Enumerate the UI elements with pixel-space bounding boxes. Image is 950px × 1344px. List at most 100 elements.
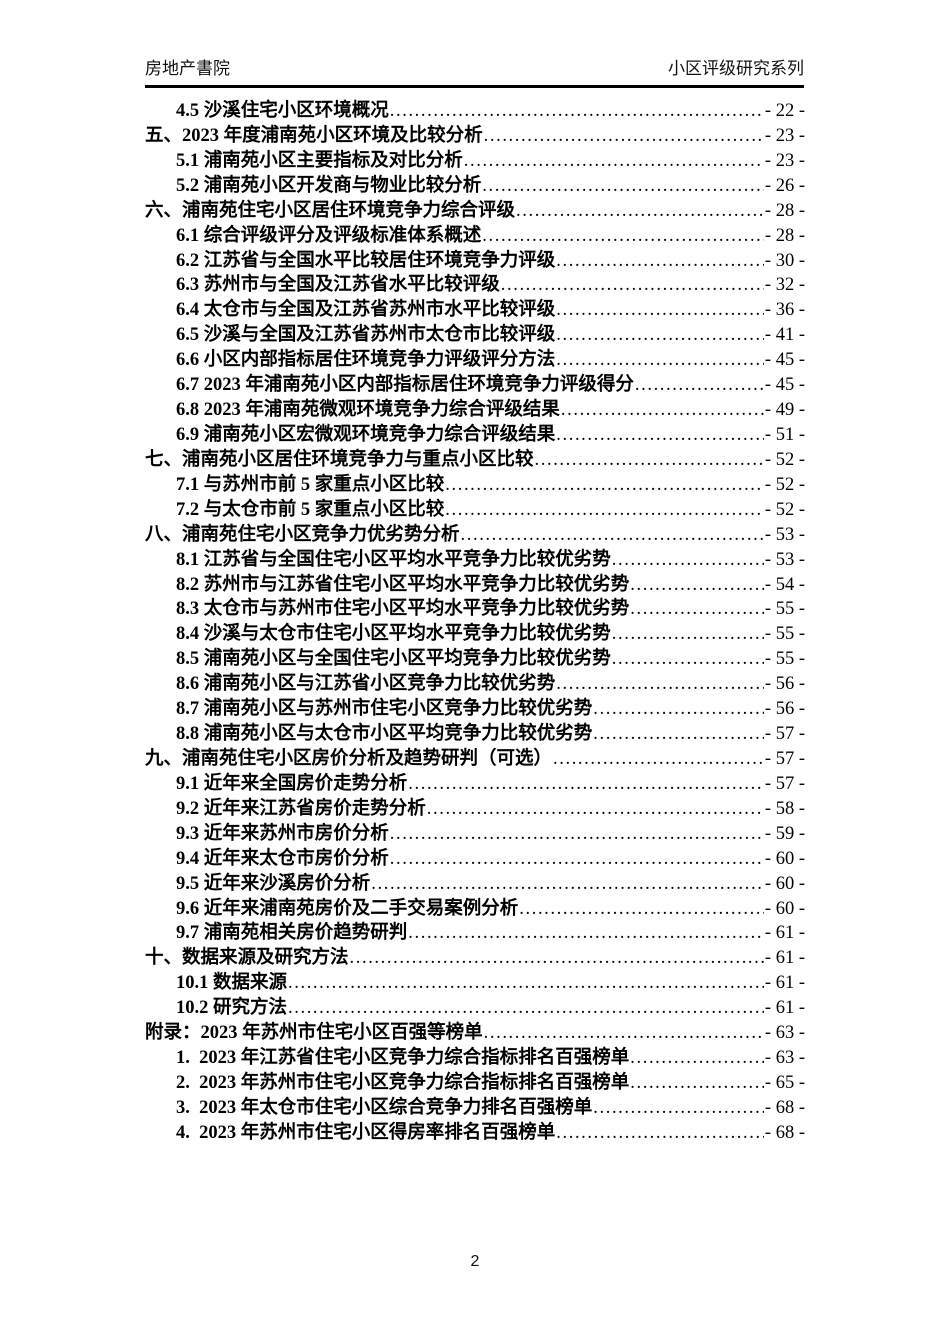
toc-entry-title: 6.6 小区内部指标居住环境竞争力评级评分方法 (176, 350, 556, 371)
toc-entry[interactable]: 1. 2023 年江苏省住宅小区竞争力综合指标排名百强榜单 - 63 - (145, 1046, 805, 1071)
toc-entry[interactable]: 9.2 近年来江苏省房价走势分析 - 58 - (145, 797, 805, 822)
toc-entry-page: - 28 - (764, 225, 805, 246)
toc-entry[interactable]: 6.2 江苏省与全国水平比较居住环境竞争力评级 - 30 - (145, 249, 805, 274)
toc-leader-dots (556, 672, 764, 697)
toc-leader-dots (482, 174, 764, 199)
toc-entry[interactable]: 4. 2023 年苏州市住宅小区得房率排名百强榜单 - 68 - (145, 1121, 805, 1146)
toc-entry-page: - 55 - (764, 649, 805, 670)
toc-entry[interactable]: 8.2 苏州市与江苏省住宅小区平均水平竞争力比较优劣势 - 54 - (145, 573, 805, 598)
toc-entry[interactable]: 4.5 沙溪住宅小区环境概况 - 22 - (145, 99, 805, 124)
toc-entry-page: - 57 - (764, 773, 805, 794)
toc-entry-page: - 32 - (764, 275, 805, 296)
toc-entry[interactable]: 8.4 沙溪与太仓市住宅小区平均水平竞争力比较优劣势 - 55 - (145, 622, 805, 647)
toc-entry-page: - 23 - (764, 150, 805, 171)
toc-entry-page: - 57 - (764, 724, 805, 745)
table-of-contents: 4.5 沙溪住宅小区环境概况 - 22 - 五、2023 年度浦南苑小区环境及比… (145, 99, 805, 1146)
page-header: 房地产書院 小区评级研究系列 (145, 58, 804, 88)
toc-leader-dots (561, 398, 764, 423)
toc-leader-dots (390, 822, 764, 847)
toc-entry-page: - 65 - (764, 1072, 805, 1093)
toc-entry-page: - 49 - (764, 400, 805, 421)
toc-entry-title: 9.1 近年来全国房价走势分析 (176, 773, 408, 794)
toc-leader-dots (288, 971, 764, 996)
toc-leader-dots (593, 1096, 764, 1121)
toc-entry[interactable]: 3. 2023 年太仓市住宅小区综合竞争力排名百强榜单 - 68 - (145, 1096, 805, 1121)
toc-entry-page: - 57 - (764, 748, 805, 769)
toc-entry[interactable]: 6.1 综合评级评分及评级标准体系概述 - 28 - (145, 224, 805, 249)
toc-entry-title: 8.1 江苏省与全国住宅小区平均水平竞争力比较优劣势 (176, 549, 611, 570)
toc-entry[interactable]: 6.4 太仓市与全国及江苏省苏州市水平比较评级 - 36 - (145, 298, 805, 323)
toc-entry[interactable]: 六、浦南苑住宅小区居住环境竞争力综合评级 - 28 - (145, 199, 805, 224)
toc-entry[interactable]: 8.6 浦南苑小区与江苏省小区竞争力比较优劣势 - 56 - (145, 672, 805, 697)
toc-entry-page: - 58 - (764, 798, 805, 819)
footer-page-number: 2 (470, 1253, 480, 1270)
toc-entry-page: - 56 - (764, 699, 805, 720)
toc-entry[interactable]: 8.3 太仓市与苏州市住宅小区平均水平竞争力比较优劣势 - 55 - (145, 597, 805, 622)
toc-leader-dots (635, 373, 764, 398)
toc-entry-page: - 30 - (764, 250, 805, 271)
toc-entry[interactable]: 附录：2023 年苏州市住宅小区百强等榜单 - 63 - (145, 1021, 805, 1046)
toc-entry-title: 9.2 近年来江苏省房价走势分析 (176, 798, 426, 819)
toc-entry-page: - 54 - (764, 574, 805, 595)
toc-entry[interactable]: 七、浦南苑小区居住环境竞争力与重点小区比较 - 52 - (145, 448, 805, 473)
toc-entry-title: 6.5 沙溪与全国及江苏省苏州市太仓市比较评级 (176, 325, 556, 346)
toc-entry-title: 七、浦南苑小区居住环境竞争力与重点小区比较 (145, 449, 534, 470)
toc-entry[interactable]: 8.5 浦南苑小区与全国住宅小区平均竞争力比较优劣势 - 55 - (145, 647, 805, 672)
toc-entry-title: 9.7 浦南苑相关房价趋势研判 (176, 923, 408, 944)
toc-entry-title: 6.2 江苏省与全国水平比较居住环境竞争力评级 (176, 250, 556, 271)
toc-leader-dots (556, 249, 764, 274)
toc-leader-dots (484, 124, 764, 149)
toc-entry[interactable]: 9.4 近年来太仓市房价分析 - 60 - (145, 847, 805, 872)
toc-entry-page: - 63 - (764, 1023, 805, 1044)
toc-leader-dots (445, 498, 764, 523)
toc-entry-page: - 60 - (764, 873, 805, 894)
toc-entry[interactable]: 十、数据来源及研究方法 - 61 - (145, 946, 805, 971)
toc-entry[interactable]: 八、浦南苑住宅小区竞争力优劣势分析 - 53 - (145, 523, 805, 548)
toc-entry[interactable]: 5.2 浦南苑小区开发商与物业比较分析 - 26 - (145, 174, 805, 199)
toc-entry[interactable]: 10.2 研究方法 - 61 - (145, 996, 805, 1021)
toc-entry[interactable]: 6.6 小区内部指标居住环境竞争力评级评分方法 - 45 - (145, 348, 805, 373)
toc-leader-dots (630, 573, 764, 598)
toc-entry-page: - 41 - (764, 325, 805, 346)
toc-entry-title: 8.5 浦南苑小区与全国住宅小区平均竞争力比较优劣势 (176, 649, 611, 670)
toc-entry[interactable]: 5.1 浦南苑小区主要指标及对比分析 - 23 - (145, 149, 805, 174)
toc-entry[interactable]: 7.2 与太仓市前 5 家重点小区比较 - 52 - (145, 498, 805, 523)
header-left-text: 房地产書院 (145, 59, 230, 78)
toc-entry-page: - 55 - (764, 599, 805, 620)
toc-entry-title: 6.9 浦南苑小区宏微观环境竞争力综合评级结果 (176, 424, 556, 445)
toc-entry[interactable]: 7.1 与苏州市前 5 家重点小区比较 - 52 - (145, 473, 805, 498)
toc-entry-title: 6.3 苏州市与全国及江苏省水平比较评级 (176, 275, 500, 296)
toc-entry[interactable]: 9.1 近年来全国房价走势分析 - 57 - (145, 772, 805, 797)
toc-entry-title: 5.2 浦南苑小区开发商与物业比较分析 (176, 175, 482, 196)
page-footer: 2 (0, 1253, 950, 1271)
toc-entry-title: 8.4 沙溪与太仓市住宅小区平均水平竞争力比较优劣势 (176, 624, 611, 645)
toc-entry[interactable]: 9.7 浦南苑相关房价趋势研判 - 61 - (145, 921, 805, 946)
toc-entry-title: 十、数据来源及研究方法 (145, 948, 349, 969)
toc-entry[interactable]: 9.6 近年来浦南苑房价及二手交易案例分析 - 60 - (145, 897, 805, 922)
toc-entry[interactable]: 8.8 浦南苑小区与太仓市小区平均竞争力比较优劣势 - 57 - (145, 722, 805, 747)
toc-entry-page: - 36 - (764, 300, 805, 321)
toc-entry-title: 9.5 近年来沙溪房价分析 (176, 873, 371, 894)
toc-entry-title: 7.1 与苏州市前 5 家重点小区比较 (176, 474, 445, 495)
toc-leader-dots (461, 523, 764, 548)
toc-entry[interactable]: 九、浦南苑住宅小区房价分析及趋势研判（可选） - 57 - (145, 747, 805, 772)
toc-entry[interactable]: 6.9 浦南苑小区宏微观环境竞争力综合评级结果 - 51 - (145, 423, 805, 448)
toc-entry-title: 1. 2023 年江苏省住宅小区竞争力综合指标排名百强榜单 (176, 1048, 630, 1069)
toc-entry-title: 6.8 2023 年浦南苑微观环境竞争力综合评级结果 (176, 400, 560, 421)
toc-leader-dots (593, 722, 764, 747)
header-right-text: 小区评级研究系列 (668, 59, 804, 78)
toc-entry[interactable]: 6.3 苏州市与全国及江苏省水平比较评级 - 32 - (145, 273, 805, 298)
toc-entry[interactable]: 8.1 江苏省与全国住宅小区平均水平竞争力比较优劣势 - 53 - (145, 548, 805, 573)
toc-leader-dots (556, 323, 764, 348)
toc-entry[interactable]: 9.5 近年来沙溪房价分析 - 60 - (145, 872, 805, 897)
toc-leader-dots (427, 797, 764, 822)
toc-entry[interactable]: 8.7 浦南苑小区与苏州市住宅小区竞争力比较优劣势 - 56 - (145, 697, 805, 722)
toc-entry[interactable]: 9.3 近年来苏州市房价分析 - 59 - (145, 822, 805, 847)
toc-entry[interactable]: 10.1 数据来源 - 61 - (145, 971, 805, 996)
toc-entry[interactable]: 6.5 沙溪与全国及江苏省苏州市太仓市比较评级 - 41 - (145, 323, 805, 348)
toc-entry[interactable]: 2. 2023 年苏州市住宅小区竞争力综合指标排名百强榜单 - 65 - (145, 1071, 805, 1096)
toc-entry[interactable]: 五、2023 年度浦南苑小区环境及比较分析 - 23 - (145, 124, 805, 149)
toc-entry[interactable]: 6.8 2023 年浦南苑微观环境竞争力综合评级结果 - 49 - (145, 398, 805, 423)
toc-leader-dots (612, 622, 764, 647)
toc-entry[interactable]: 6.7 2023 年浦南苑小区内部指标居住环境竞争力评级得分 - 45 - (145, 373, 805, 398)
